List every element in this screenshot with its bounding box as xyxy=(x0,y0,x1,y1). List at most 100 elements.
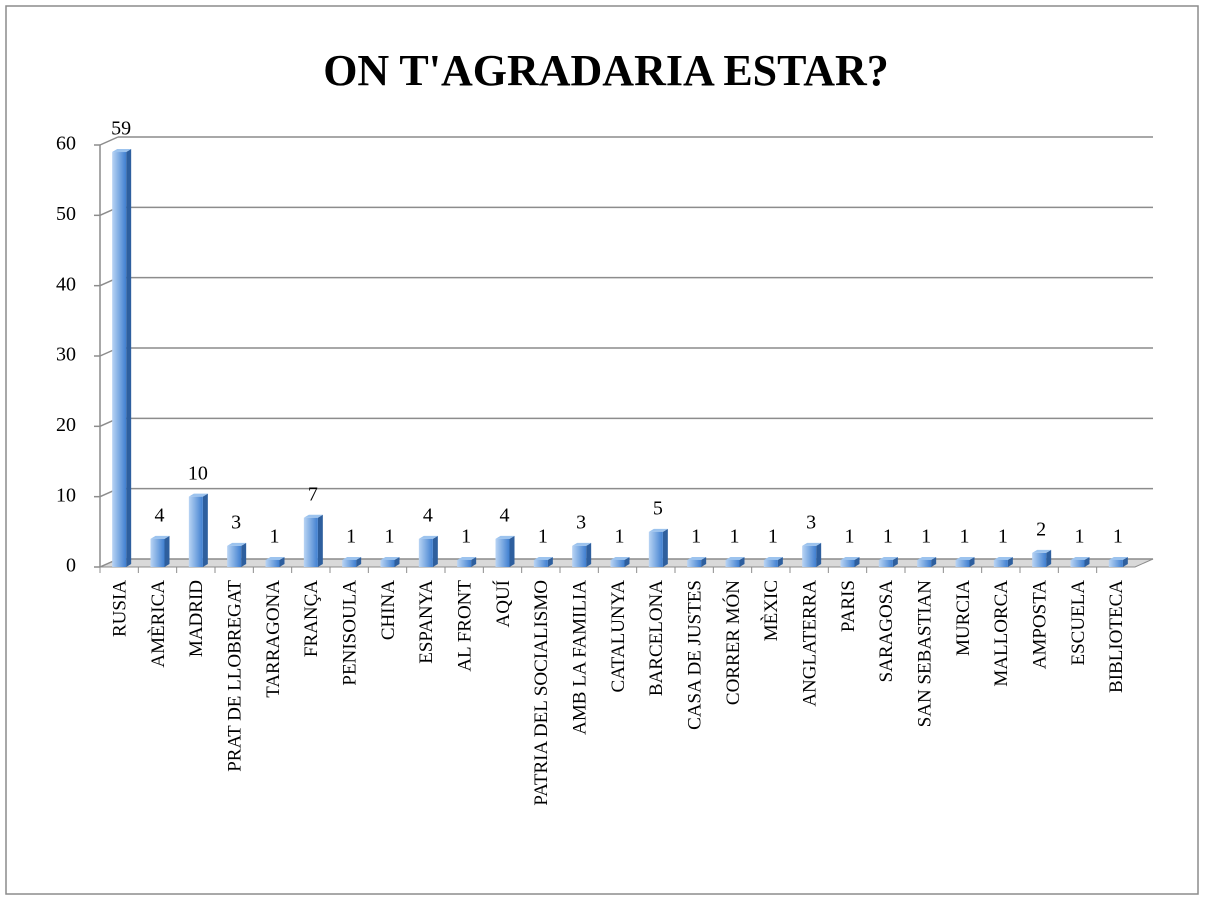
bar-top xyxy=(495,535,515,539)
bar-side xyxy=(624,556,630,567)
value-label: 4 xyxy=(423,504,433,526)
value-label: 2 xyxy=(1036,519,1046,541)
bar xyxy=(648,531,663,567)
value-label: 1 xyxy=(768,526,778,548)
value-label: 1 xyxy=(615,526,625,548)
bar xyxy=(418,538,433,567)
bar xyxy=(763,559,778,567)
bar-side xyxy=(202,493,208,567)
value-label: 59 xyxy=(111,118,131,140)
bar-side xyxy=(394,556,400,567)
x-tick-label: CATALUNYA xyxy=(608,580,629,693)
value-label: 1 xyxy=(1113,526,1123,548)
bar-top xyxy=(457,556,477,560)
bar xyxy=(342,559,357,567)
x-tick-label: TARRAGONA xyxy=(263,580,284,698)
value-label: 1 xyxy=(845,526,855,548)
bar-side xyxy=(279,556,285,567)
value-label: 5 xyxy=(653,497,663,519)
bar xyxy=(955,559,970,567)
chart-title: ON T'AGRADARIA ESTAR? xyxy=(323,46,889,95)
bar-top xyxy=(610,556,630,560)
bar-side xyxy=(777,556,783,567)
x-tick-label: SARAGOSA xyxy=(876,580,897,683)
bar-top xyxy=(227,542,247,546)
bar xyxy=(917,559,932,567)
bar-side xyxy=(931,556,937,567)
bar-side xyxy=(816,542,822,567)
x-tick-label: AMPOSTA xyxy=(1030,580,1051,670)
bar-top xyxy=(342,556,362,560)
y-tick-label: 20 xyxy=(56,414,76,436)
bar-top xyxy=(112,149,132,153)
bar xyxy=(1108,559,1123,567)
value-label: 10 xyxy=(188,462,208,484)
bar-top xyxy=(150,535,170,539)
bar xyxy=(457,559,472,567)
value-label: 1 xyxy=(998,526,1008,548)
bar-top xyxy=(763,556,783,560)
value-label: 1 xyxy=(346,526,356,548)
bar-side xyxy=(969,556,975,567)
y-tick-label: 0 xyxy=(66,555,76,577)
bar-side xyxy=(164,535,170,567)
value-label: 1 xyxy=(921,526,931,548)
bar-top xyxy=(303,514,323,518)
y-tick-label: 30 xyxy=(56,344,76,366)
x-tick-label: AMÈRICA xyxy=(147,580,169,668)
x-tick-label: BARCELONA xyxy=(646,580,667,696)
y-tick-label: 60 xyxy=(56,133,76,155)
bar xyxy=(725,559,740,567)
bar-top xyxy=(188,493,208,497)
bar xyxy=(1032,552,1047,567)
value-label: 1 xyxy=(270,526,280,548)
x-tick-label: MALLORCA xyxy=(991,580,1012,687)
bar-top xyxy=(648,528,668,532)
bar-top xyxy=(687,556,707,560)
bar xyxy=(802,545,817,567)
bar-side xyxy=(586,542,592,567)
bar-side xyxy=(471,556,477,567)
bar-side xyxy=(432,535,438,567)
x-tick-label: MÈXIC xyxy=(760,580,782,641)
y-tick-label: 50 xyxy=(56,203,76,225)
bar xyxy=(303,517,318,567)
x-tick-label: AL FRONT xyxy=(455,580,476,672)
bar-top xyxy=(840,556,860,560)
x-tick-label: SAN SEBASTIAN xyxy=(915,580,936,728)
value-label: 3 xyxy=(231,511,241,533)
value-label: 1 xyxy=(461,526,471,548)
bar xyxy=(112,152,127,568)
x-tick-label: AQUÍ xyxy=(492,580,514,628)
bar xyxy=(687,559,702,567)
bar xyxy=(840,559,855,567)
x-tick-label: PARIS xyxy=(838,580,859,632)
x-tick-label: RUSIA xyxy=(110,580,131,637)
bar-side xyxy=(1122,556,1128,567)
value-label: 1 xyxy=(385,526,395,548)
bar xyxy=(533,559,548,567)
bar-top xyxy=(878,556,898,560)
value-label: 1 xyxy=(691,526,701,548)
bar-top xyxy=(1032,549,1052,553)
bar xyxy=(878,559,893,567)
bar xyxy=(265,559,280,567)
value-label: 1 xyxy=(1075,526,1085,548)
bar-top xyxy=(1070,556,1090,560)
bar-top xyxy=(1108,556,1128,560)
x-tick-label: PRAT DE LLOBREGAT xyxy=(225,580,246,772)
y-tick-label: 40 xyxy=(56,273,76,295)
bar-side xyxy=(317,514,323,567)
bar-side xyxy=(547,556,553,567)
x-tick-label: CASA DE JUSTES xyxy=(685,580,706,730)
value-label: 7 xyxy=(308,483,318,505)
bar-side xyxy=(1084,556,1090,567)
value-label: 1 xyxy=(960,526,970,548)
x-tick-label: CORRER MÓN xyxy=(722,580,744,705)
bar-side xyxy=(356,556,362,567)
bar xyxy=(610,559,625,567)
bar-top xyxy=(802,542,822,546)
bar-top xyxy=(265,556,285,560)
bar-top xyxy=(725,556,745,560)
